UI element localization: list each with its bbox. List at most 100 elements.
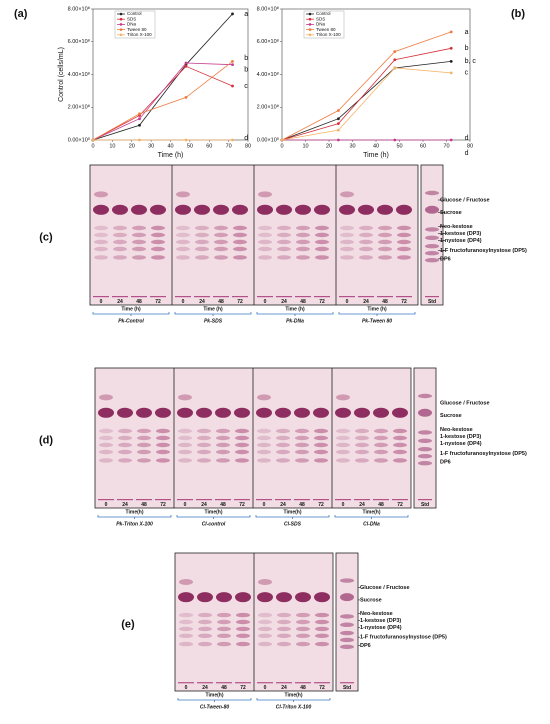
series-line: [281, 67, 452, 141]
spot: [132, 225, 146, 231]
data-point: [449, 71, 453, 75]
spot: [197, 592, 213, 603]
band-label: 1-kestose (DP3): [360, 618, 401, 624]
x-tick-label: 60: [420, 143, 426, 149]
spot: [213, 204, 229, 215]
lane-label: 48: [221, 685, 227, 691]
spot: [336, 428, 350, 434]
spot: [378, 239, 392, 245]
spot: [276, 458, 290, 463]
spot: [234, 407, 250, 418]
group-label: Cl-SDS: [284, 521, 302, 527]
spot: [397, 255, 411, 260]
data-point: [138, 112, 141, 116]
x-tick-label: 50: [187, 143, 193, 149]
spot: [175, 204, 191, 215]
spot: [194, 204, 210, 215]
legend-label: Tween 80: [316, 27, 336, 32]
spot: [217, 612, 231, 618]
group-brace: [338, 312, 416, 316]
spot: [276, 204, 292, 215]
spot: [113, 239, 127, 245]
spot: [197, 428, 211, 434]
spot: [113, 255, 127, 260]
spot: [258, 255, 272, 260]
spot: [276, 592, 292, 603]
spot: [118, 449, 132, 455]
spot: [378, 225, 392, 231]
spot: [178, 435, 192, 441]
spot: [118, 428, 132, 434]
spot: [296, 225, 310, 231]
y-tick-label: 8.00×10⁸: [257, 5, 279, 12]
spot: [156, 449, 170, 455]
spot: [315, 225, 329, 231]
band-label: DP6: [440, 256, 451, 262]
spot: [258, 626, 272, 632]
spot: [258, 633, 272, 638]
spot: [295, 592, 311, 603]
lane-label: 0: [264, 299, 267, 305]
lane-label: 72: [239, 502, 245, 508]
lane-label: 24: [202, 685, 208, 691]
lane-label: 48: [220, 502, 226, 508]
x-tick-label: 80: [467, 143, 473, 149]
significance-letter: d: [465, 135, 469, 142]
spot: [295, 449, 309, 455]
time-label: Time (h): [121, 306, 141, 312]
legend-box: [114, 10, 156, 39]
spot: [295, 442, 309, 448]
spot: [99, 428, 113, 434]
band-label: 1-nystose (DP4): [440, 441, 482, 447]
spot: [151, 225, 165, 231]
spot: [179, 633, 193, 638]
data-point: [138, 117, 141, 121]
spot: [315, 619, 329, 625]
significance-letter: c: [244, 83, 248, 90]
data-point: [280, 138, 284, 142]
spot: [198, 612, 212, 618]
lane-label: 0: [182, 299, 185, 305]
x-axis-label: Time (h): [363, 152, 389, 159]
spot: [336, 442, 350, 448]
band-label: Glucose / Fructose: [440, 400, 490, 406]
spot: [235, 458, 249, 463]
y-tick-label: 0.00×10⁰: [257, 136, 280, 143]
series-line: [92, 61, 233, 141]
std-label: Std: [343, 685, 351, 691]
spot: [340, 246, 354, 252]
lane-label: 24: [117, 299, 123, 305]
spot: [132, 255, 146, 260]
spot: [232, 204, 248, 215]
spot: [93, 204, 109, 215]
x-tick-label: 10: [302, 143, 308, 149]
spot: [315, 255, 329, 260]
x-tick-label: 30: [349, 143, 355, 149]
spot: [295, 458, 309, 463]
legend-label: SDS: [316, 16, 325, 21]
x-tick-label: 70: [226, 143, 232, 149]
spot: [99, 435, 113, 441]
spot: [215, 407, 231, 418]
data-point: [231, 138, 234, 142]
spot: [198, 619, 212, 625]
spot: [176, 255, 190, 260]
std-spot: [425, 227, 439, 232]
data-point: [393, 50, 397, 53]
spot: [178, 458, 192, 463]
data-point: [393, 58, 397, 62]
data-point: [184, 64, 188, 68]
data-point: [449, 30, 453, 34]
spot: [374, 449, 388, 455]
std-spot: [425, 190, 439, 196]
x-tick-label: 10: [109, 143, 115, 149]
panel-label: (d): [39, 435, 53, 447]
spot: [340, 239, 354, 245]
lane-label: 72: [318, 502, 324, 508]
lane-label: 72: [160, 502, 166, 508]
spot: [118, 435, 132, 441]
plot-frame: [92, 8, 249, 141]
spot: [217, 641, 231, 647]
std-spot: [340, 593, 354, 602]
spot: [156, 428, 170, 434]
